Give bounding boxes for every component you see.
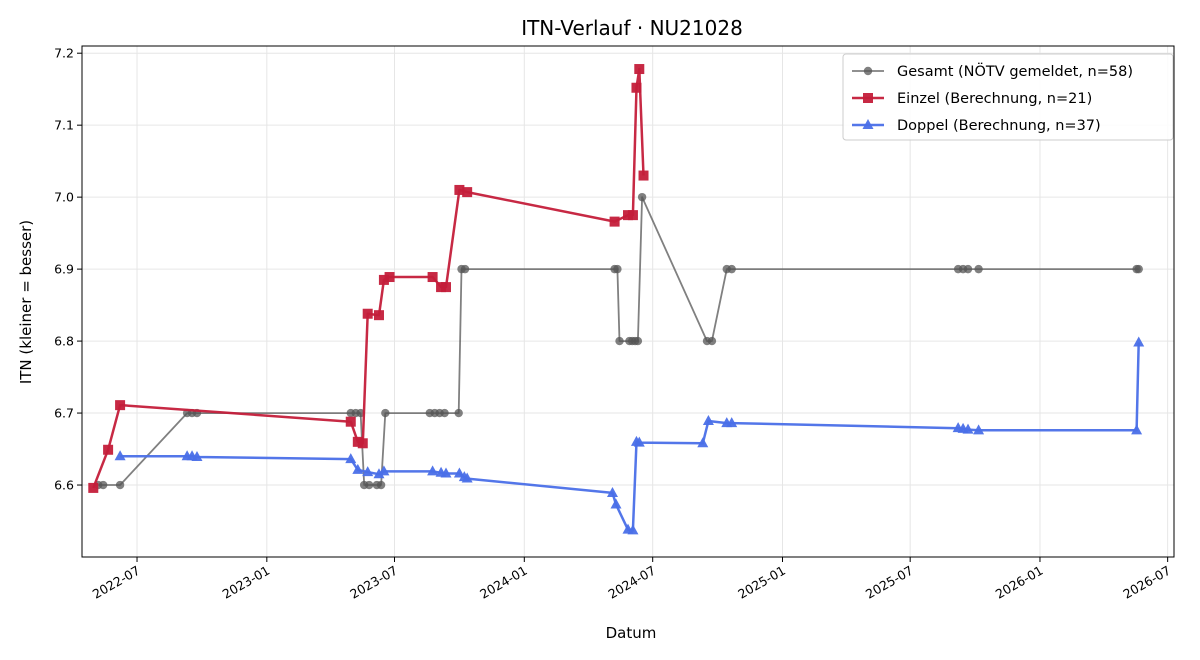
data-point-doppel	[345, 453, 357, 464]
x-tick-label: 2024-07	[605, 563, 658, 602]
data-point-doppel	[627, 524, 639, 535]
legend: Gesamt (NÖTV gemeldet, n=58) Einzel (Bere…	[842, 53, 1174, 141]
data-point-einzel	[638, 170, 649, 181]
data-point-gesamt	[381, 408, 390, 418]
data-point-doppel	[191, 450, 203, 461]
x-tick-label: 2026-07	[1120, 563, 1173, 602]
data-point-gesamt	[615, 336, 624, 346]
data-point-einzel	[634, 64, 645, 75]
legend-label: Doppel (Berechnung, n=37)	[897, 118, 1101, 134]
data-point-doppel	[606, 486, 618, 497]
data-point-gesamt	[376, 480, 386, 490]
data-point-gesamt	[637, 192, 647, 202]
y-tick-label: 6.8	[54, 334, 74, 349]
plot-area-frame	[81, 45, 1175, 558]
series-layer	[88, 64, 1145, 535]
data-point-einzel	[115, 400, 126, 411]
series-doppel	[114, 336, 1145, 535]
x-tick-label: 2024-01	[477, 563, 530, 602]
data-point-gesamt	[613, 264, 622, 274]
data-point-gesamt	[707, 336, 717, 346]
data-point-doppel	[633, 436, 645, 447]
data-point-doppel	[726, 417, 738, 428]
x-tick-label: 2023-01	[220, 563, 273, 602]
y-tick-label: 6.7	[54, 406, 74, 421]
y-axis-ticks: 6.6 6.7 6.8 6.9 7.0 7.1 7.2	[54, 46, 82, 493]
x-axis-ticks: 2022-07 2023-01 2023-07 2024-01 2024-07 2025-…	[90, 557, 1173, 602]
data-point-einzel	[357, 438, 368, 449]
data-point-doppel	[702, 414, 714, 425]
legend-marker	[863, 66, 873, 76]
series-line-doppel	[120, 342, 1140, 532]
y-tick-label: 7.2	[54, 46, 74, 61]
data-point-doppel	[427, 465, 439, 476]
legend-item-doppel: Doppel (Berechnung, n=37)	[852, 118, 1101, 134]
data-point-einzel	[441, 282, 451, 293]
legend-box	[842, 53, 1174, 141]
data-point-gesamt	[454, 408, 463, 418]
data-point-doppel	[440, 467, 452, 478]
data-point-doppel	[373, 468, 385, 479]
x-tick-label: 2023-07	[347, 563, 400, 602]
data-point-gesamt	[460, 264, 470, 274]
data-point-gesamt	[440, 408, 449, 418]
data-point-doppel	[610, 498, 622, 509]
data-point-einzel	[362, 308, 373, 319]
data-point-einzel	[627, 210, 638, 221]
y-tick-label: 6.9	[54, 262, 74, 277]
data-point-einzel	[103, 444, 114, 455]
data-point-einzel	[345, 416, 356, 427]
y-tick-label: 6.6	[54, 478, 74, 493]
data-point-gesamt	[364, 480, 374, 490]
x-tick-label: 2025-07	[863, 563, 916, 602]
data-point-einzel	[373, 310, 384, 321]
data-point-einzel	[378, 274, 389, 285]
legend-label: Gesamt (NÖTV gemeldet, n=58)	[897, 62, 1133, 80]
legend-marker	[863, 93, 873, 103]
legend-item-einzel: Einzel (Berechnung, n=21)	[852, 91, 1092, 107]
data-point-doppel	[453, 467, 465, 478]
data-point-einzel	[631, 82, 642, 93]
data-point-einzel	[88, 482, 99, 493]
legend-item-gesamt: Gesamt (NÖTV gemeldet, n=58)	[852, 62, 1133, 80]
data-point-einzel	[462, 187, 473, 198]
legend-label: Einzel (Berechnung, n=21)	[897, 91, 1092, 107]
data-point-einzel	[427, 272, 438, 283]
data-point-doppel	[461, 472, 473, 483]
data-point-gesamt	[727, 264, 736, 274]
series-einzel	[88, 64, 649, 493]
x-tick-label: 2022-07	[90, 563, 143, 602]
y-tick-label: 7.1	[54, 118, 74, 133]
data-point-gesamt	[1134, 264, 1143, 274]
data-point-doppel	[962, 423, 974, 434]
data-point-doppel	[378, 465, 390, 476]
y-tick-label: 7.0	[54, 190, 74, 205]
chart-title: ITN-Verlauf · NU21028	[521, 16, 743, 40]
data-point-einzel	[454, 184, 465, 195]
y-axis-label: ITN (kleiner = besser)	[17, 220, 35, 384]
data-point-gesamt	[633, 336, 643, 346]
data-point-doppel	[362, 466, 374, 477]
data-point-doppel	[114, 450, 126, 461]
x-tick-label: 2026-01	[993, 563, 1046, 602]
x-axis-label: Datum	[606, 624, 657, 642]
data-point-gesamt	[98, 480, 108, 490]
data-point-gesamt	[115, 480, 125, 490]
data-point-einzel	[384, 272, 395, 283]
data-point-gesamt	[974, 264, 983, 274]
x-tick-label: 2025-01	[735, 563, 788, 602]
data-point-doppel	[1133, 336, 1145, 347]
legend-marker	[862, 119, 874, 129]
data-point-doppel	[1131, 424, 1143, 435]
data-point-doppel	[697, 437, 709, 448]
data-point-gesamt	[963, 264, 973, 274]
data-point-doppel	[973, 424, 985, 435]
data-point-doppel	[352, 463, 364, 474]
data-point-einzel	[609, 216, 620, 227]
